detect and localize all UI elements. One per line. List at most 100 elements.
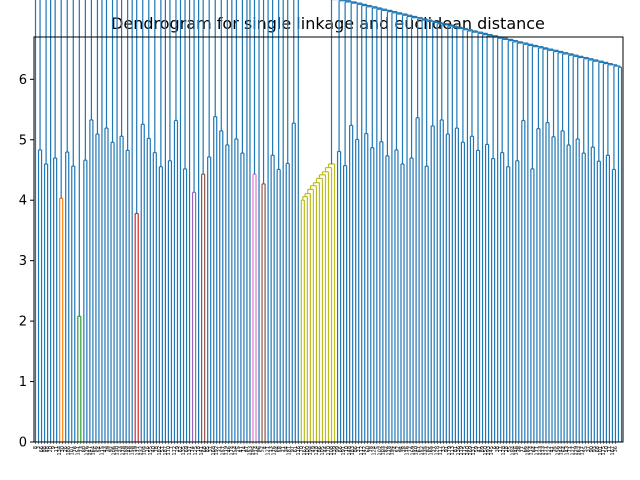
leaf-label: 136	[456, 446, 462, 456]
leaf-label: 157	[220, 446, 226, 456]
leaf-label: 9	[51, 446, 57, 449]
leaf-label: 135	[423, 446, 429, 456]
leaf-label: 179	[459, 446, 465, 456]
leaf-label: 74	[190, 446, 196, 452]
leaf-label: 124	[371, 446, 377, 456]
leaf-label: 171	[534, 446, 540, 456]
plot-frame	[33, 36, 624, 443]
leaf-label: 28	[402, 446, 408, 452]
leaf-label: 184	[525, 446, 531, 456]
leaf-label: 181	[287, 446, 293, 456]
leaf-label: 102	[377, 446, 383, 456]
leaf-label: 132	[139, 446, 145, 456]
leaf-label: 165	[429, 446, 435, 456]
chart-title: Dendrogram for single linkage and euclid…	[111, 14, 545, 33]
leaf-label: 126	[84, 446, 90, 456]
leaf-label: 71	[568, 446, 574, 452]
leaf-label: 4	[263, 446, 269, 449]
leaf-label: 150	[483, 446, 489, 456]
leaf-label: 140	[414, 446, 420, 456]
leaf-label: 86	[317, 446, 323, 452]
y-tick-label: 1	[19, 375, 27, 390]
leaf-label: 162	[577, 446, 583, 456]
leaf-label: 34	[284, 446, 290, 452]
leaf-label: 114	[528, 446, 534, 456]
leaf-label: 155	[148, 446, 154, 456]
leaf-label: 60	[365, 446, 371, 452]
leaf-label: 92	[109, 446, 115, 452]
leaf-label: 61	[293, 446, 299, 452]
leaf-label: 137	[187, 446, 193, 456]
leaf-label: 152	[420, 446, 426, 456]
leaf-label: 41	[550, 446, 556, 452]
leaf-label: 85	[205, 446, 211, 452]
leaf-label: 21	[281, 446, 287, 452]
leaf-label: 172	[172, 446, 178, 456]
leaf-label: 170	[326, 446, 332, 456]
leaf-label: 189	[124, 446, 130, 456]
dendrogram-links	[34, 0, 623, 442]
leaf-label: 141	[199, 446, 205, 456]
leaf-label: 25	[235, 446, 241, 452]
leaf-label: 46	[226, 446, 232, 452]
leaf-label: 176	[272, 446, 278, 456]
leaf-label: 72	[408, 446, 414, 452]
leaf-label: 87	[244, 446, 250, 452]
leaf-label: 89	[480, 446, 486, 452]
leaf-label: 115	[99, 446, 105, 456]
leaf-label: 23	[118, 446, 124, 452]
leaf-label: 86	[353, 446, 359, 452]
leaf-label: 7	[169, 446, 175, 449]
leaf-label: 11	[54, 446, 60, 452]
leaf-label: 175	[601, 446, 607, 456]
leaf-label: 38	[495, 446, 501, 452]
leaf-label: 143	[565, 446, 571, 456]
leaf-label: 106	[112, 446, 118, 456]
leaf-label: 66	[522, 446, 528, 452]
leaf-label: 154	[232, 446, 238, 456]
leaf-label: 8	[33, 446, 39, 449]
leaf-label: 175	[462, 446, 468, 456]
leaf-label: 17	[498, 446, 504, 452]
leaf-label: 58	[278, 446, 284, 452]
leaf-label: 130	[115, 446, 121, 456]
leaf-label: 82	[426, 446, 432, 452]
leaf-label: 140	[465, 446, 471, 456]
leaf-label: 66	[39, 446, 45, 452]
leaf-label: 55	[507, 446, 513, 452]
leaf-label: 64	[562, 446, 568, 452]
leaf-label: 194	[250, 446, 256, 456]
leaf-label: 116	[296, 446, 302, 456]
leaf-label: 129	[574, 446, 580, 456]
leaf-label: 122	[546, 446, 552, 456]
leaf-label: 162	[302, 446, 308, 456]
leaf-label: 121	[266, 446, 272, 456]
leaf-label: 117	[438, 446, 444, 456]
leaf-label: 3	[36, 446, 42, 449]
leaf-label: 145	[489, 446, 495, 456]
leaf-label: 36	[613, 446, 619, 452]
leaf-label: 56	[93, 446, 99, 452]
y-tick-label: 4	[19, 194, 27, 209]
leaf-label: 134	[57, 446, 63, 456]
leaf-label: 123	[537, 446, 543, 456]
leaf-label: 148	[347, 446, 353, 456]
leaf-label: 10	[344, 446, 350, 452]
leaf-label: 31	[356, 446, 362, 452]
leaf-label: 105	[320, 446, 326, 456]
leaf-label: 169	[468, 446, 474, 456]
leaf-label: 167	[610, 446, 616, 456]
leaf-label: 127	[571, 446, 577, 456]
leaf-label: 78	[154, 446, 160, 452]
leaf-label: 67	[417, 446, 423, 452]
leaf-label: 76	[72, 446, 78, 452]
leaf-label: 24	[392, 446, 398, 452]
leaf-label: 5	[374, 446, 380, 449]
leaf-label: 62	[178, 446, 184, 452]
leaf-label: 128	[314, 446, 320, 456]
leaf-label: 50	[604, 446, 610, 452]
leaf-label: 19	[133, 446, 139, 452]
y-tick-label: 6	[19, 73, 27, 88]
leaf-label: 30	[60, 446, 66, 452]
leaf-label: 100	[305, 446, 311, 456]
